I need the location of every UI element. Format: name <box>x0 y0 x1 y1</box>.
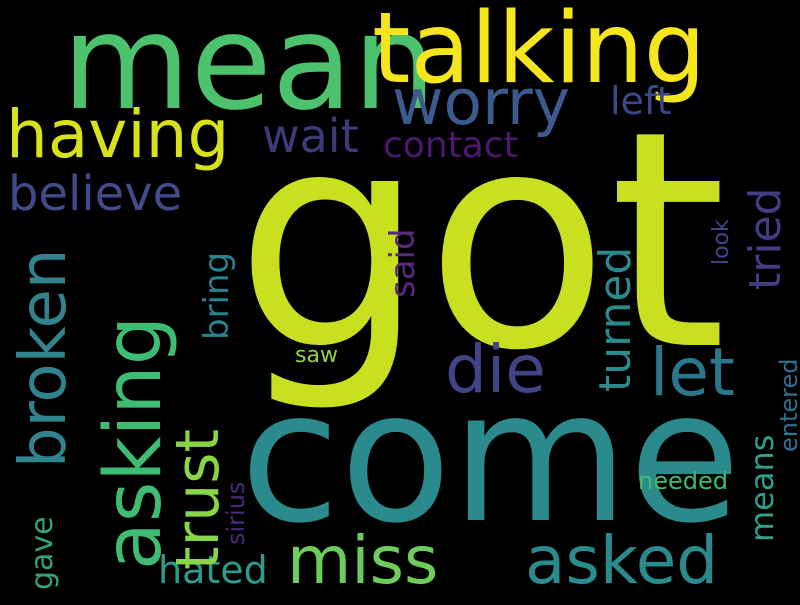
word-left: left <box>610 79 672 123</box>
word-trust: trust <box>163 429 233 570</box>
word-worry: worry <box>392 66 570 139</box>
word-sirius: sirius <box>222 482 250 545</box>
word-tried: tried <box>740 187 791 290</box>
word-having: having <box>6 96 229 173</box>
word-miss: miss <box>287 522 438 599</box>
word-broken: broken <box>7 249 81 468</box>
word-said: said <box>383 228 423 298</box>
word-die: die <box>445 331 546 408</box>
word-bring: bring <box>197 252 237 340</box>
word-come: come <box>240 351 741 563</box>
word-turned: turned <box>590 247 641 392</box>
word-gave: gave <box>25 516 60 590</box>
word-asked: asked <box>525 522 718 599</box>
word-contact: contact <box>383 125 518 166</box>
word-hated: hated <box>158 548 268 592</box>
word-wait: wait <box>262 109 359 163</box>
word-needed: needed <box>638 467 728 495</box>
word-mean: mean <box>62 0 436 140</box>
word-look: look <box>709 219 734 265</box>
word-saw: saw <box>295 343 338 368</box>
word-entered: entered <box>775 359 800 453</box>
word-asking: asking <box>89 316 179 570</box>
word-let: let <box>650 334 735 411</box>
word-means: means <box>743 435 781 542</box>
word-talking: talking <box>372 0 706 106</box>
word-got: got <box>235 67 727 416</box>
word-believe: believe <box>8 166 182 222</box>
